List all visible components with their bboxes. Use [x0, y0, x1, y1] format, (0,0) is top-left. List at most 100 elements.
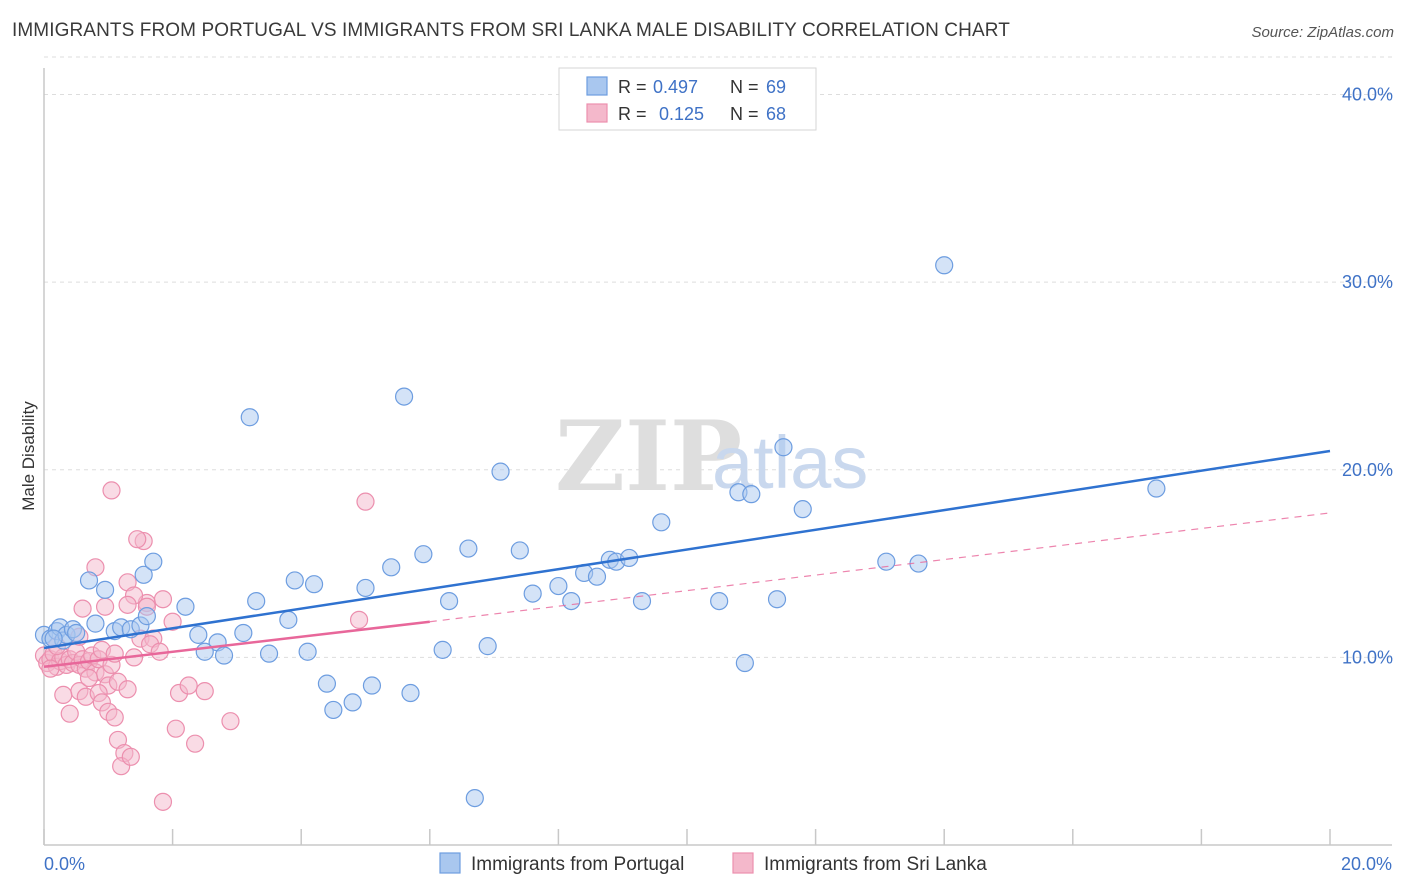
- grid-lines: [44, 56, 1392, 658]
- portugal-point: [298, 642, 317, 661]
- portugal-points: [34, 256, 1166, 808]
- portugal-point: [279, 610, 298, 629]
- portugal-point: [935, 256, 954, 275]
- sri-lanka-point: [79, 668, 99, 688]
- legend-n-label-portugal: N =: [730, 77, 759, 97]
- legend-n-label-sri-lanka: N =: [730, 104, 759, 124]
- portugal-point: [1147, 479, 1166, 498]
- sri-lanka-point: [349, 610, 369, 629]
- x-tick-label-max: 20.0%: [1341, 854, 1392, 874]
- portugal-point: [362, 676, 382, 695]
- portugal-point: [439, 591, 459, 611]
- portugal-point: [632, 591, 652, 611]
- legend-r-value-portugal: 0.497: [653, 77, 698, 97]
- portugal-point: [394, 387, 414, 406]
- portugal-point: [137, 607, 156, 626]
- bottom-legend-swatch-sri-lanka: [732, 852, 754, 874]
- portugal-point: [401, 683, 420, 703]
- legend-r-label-portugal: R =: [618, 77, 647, 97]
- portugal-point: [459, 539, 478, 558]
- sri-lanka-point: [54, 685, 73, 705]
- legend-r-label-sri-lanka: R =: [618, 104, 647, 124]
- sri-lanka-point: [73, 599, 92, 618]
- sri-lanka-trend-extension: [429, 512, 1331, 623]
- portugal-point: [95, 580, 115, 599]
- portugal-point: [144, 552, 163, 571]
- portugal-point: [79, 571, 99, 590]
- legend-n-value-sri-lanka: 68: [766, 104, 786, 124]
- bottom-legend-swatch-portugal: [439, 852, 461, 874]
- portugal-point: [285, 571, 304, 590]
- sri-lanka-point: [153, 590, 173, 609]
- sri-lanka-point: [105, 708, 124, 727]
- portugal-point: [414, 545, 433, 564]
- portugal-point: [189, 625, 208, 644]
- source-credit: Source: ZipAtlas.com: [1251, 24, 1394, 41]
- sri-lanka-point: [102, 481, 121, 500]
- y-tick-label: 30.0%: [1342, 272, 1393, 292]
- sri-lanka-trend-line: [43, 620, 430, 669]
- bottom-legend-label-sri-lanka: Immigrants from Sri Lanka: [764, 854, 987, 875]
- portugal-point: [510, 541, 529, 560]
- portugal-trend-line: [43, 449, 1331, 650]
- portugal-point: [877, 552, 896, 571]
- trend-lines: [43, 449, 1331, 669]
- portugal-point: [652, 513, 671, 532]
- portugal-point: [767, 590, 787, 609]
- y-axis-label: Male Disability: [19, 401, 38, 511]
- portugal-point: [259, 644, 279, 663]
- portugal-point: [478, 637, 497, 656]
- watermark-zip: ZIP: [555, 400, 742, 513]
- sri-lanka-point: [356, 492, 375, 511]
- portugal-point: [214, 646, 234, 665]
- portugal-point: [67, 623, 86, 643]
- sri-lanka-point: [118, 680, 137, 699]
- portugal-point: [86, 614, 105, 633]
- portugal-point: [247, 591, 266, 611]
- sri-lanka-point: [163, 612, 182, 631]
- legend-swatch-sri-lanka: [586, 103, 608, 123]
- legend-r-value-sri-lanka: 0.125: [659, 104, 704, 124]
- portugal-point: [304, 575, 324, 594]
- sri-lanka-point: [186, 734, 205, 753]
- sri-lanka-point: [128, 530, 147, 549]
- y-tick-label: 20.0%: [1342, 460, 1393, 480]
- y-tick-label: 40.0%: [1342, 85, 1393, 105]
- sri-lanka-point: [179, 676, 198, 695]
- legend-swatch-portugal: [586, 76, 608, 96]
- series-legend: Immigrants from Portugal Immigrants from…: [439, 852, 987, 875]
- chart-title: IMMIGRANTS FROM PORTUGAL VS IMMIGRANTS F…: [12, 20, 1010, 41]
- bottom-legend-label-portugal: Immigrants from Portugal: [471, 854, 684, 875]
- y-axis-tick-labels: 10.0% 20.0% 30.0% 40.0%: [1342, 85, 1393, 668]
- portugal-point: [465, 788, 484, 808]
- portugal-point: [735, 653, 754, 673]
- portugal-point: [317, 674, 337, 693]
- portugal-point: [742, 485, 761, 504]
- portugal-point: [491, 462, 510, 481]
- sri-lanka-point: [41, 659, 60, 678]
- x-tick-label-min: 0.0%: [44, 854, 85, 874]
- sri-lanka-point: [118, 595, 137, 614]
- y-tick-label: 10.0%: [1342, 647, 1393, 667]
- sri-lanka-point: [153, 792, 173, 811]
- correlation-legend: R = 0.497 N = 69 R = 0.125 N = 68: [558, 67, 817, 131]
- portugal-point: [793, 500, 812, 519]
- portugal-point: [710, 591, 729, 611]
- sri-lanka-point: [166, 719, 185, 738]
- axes: [43, 68, 1392, 846]
- portugal-point: [356, 578, 375, 598]
- sri-lanka-point: [121, 747, 140, 766]
- portugal-point: [774, 438, 793, 457]
- sri-lanka-point: [60, 704, 79, 723]
- portugal-point: [549, 576, 568, 596]
- sri-lanka-point: [195, 682, 214, 701]
- x-axis-ticks: [43, 829, 1331, 845]
- portugal-point: [343, 693, 362, 712]
- portugal-point: [240, 408, 259, 427]
- portugal-point: [134, 565, 153, 584]
- sri-lanka-point: [221, 712, 240, 731]
- portugal-point: [433, 640, 452, 659]
- portugal-point: [562, 591, 581, 611]
- sri-lanka-point: [95, 597, 115, 616]
